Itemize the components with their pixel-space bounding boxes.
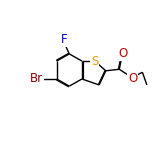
- Text: F: F: [61, 33, 67, 46]
- Text: S: S: [91, 55, 98, 68]
- Text: Br: Br: [30, 73, 43, 85]
- Text: O: O: [118, 47, 128, 60]
- Text: O: O: [128, 72, 137, 85]
